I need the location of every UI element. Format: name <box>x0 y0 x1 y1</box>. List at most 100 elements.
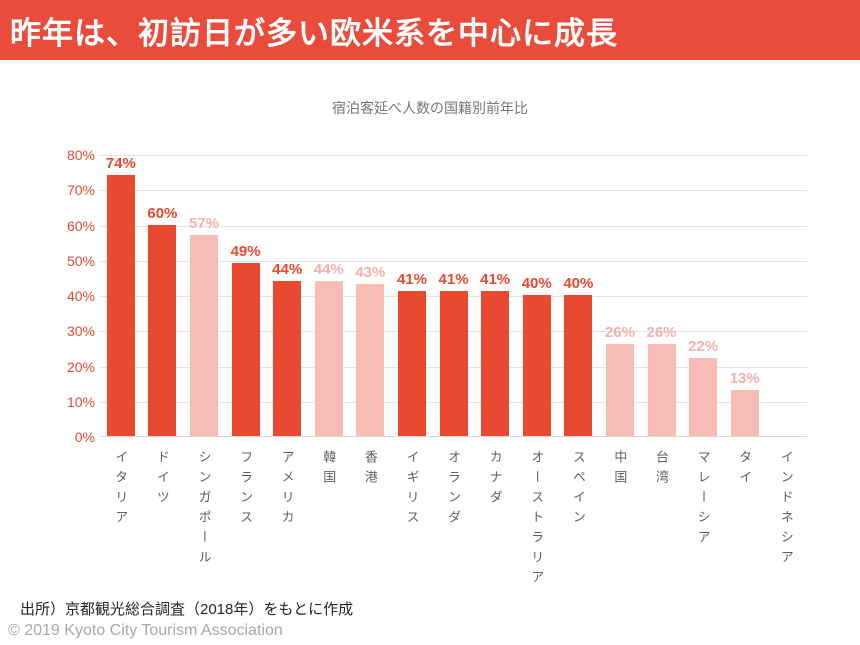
y-tick-label: 60% <box>66 217 95 234</box>
bar-value-label: 43% <box>355 264 386 282</box>
gridline <box>100 225 807 227</box>
bar-value-label: 22% <box>688 338 719 356</box>
bar <box>522 295 551 436</box>
x-label-cell: イタリア <box>100 450 142 590</box>
bar <box>647 344 676 436</box>
bar-category: 74% <box>100 155 142 436</box>
bar-value-label: 74% <box>105 155 136 173</box>
bar-value-label: 44% <box>272 260 303 278</box>
category-label: カナダ <box>487 450 503 510</box>
category-label: マレーシア <box>695 450 711 550</box>
bar <box>439 291 468 436</box>
bar-category: 22% <box>682 155 724 436</box>
y-tick-label: 10% <box>66 393 95 410</box>
bar <box>189 235 218 436</box>
bar-category: 41% <box>433 155 475 436</box>
x-label-cell: 韓国 <box>308 450 350 590</box>
x-label-cell: インドネシア <box>766 450 808 590</box>
bar <box>689 358 718 436</box>
bar-category: 26% <box>641 155 683 436</box>
category-label: 韓国 <box>321 450 337 490</box>
x-axis-labels: イタリア ドイツ シンガポール フランス アメリカ 韓国 香港 イギリス オランダ カナダ オースト… <box>100 450 807 590</box>
y-tick-label: 50% <box>66 252 95 269</box>
y-tick-label: 40% <box>66 288 95 304</box>
bar <box>356 284 385 436</box>
bar-value-label: 60% <box>147 204 178 222</box>
bar-category: 40% <box>558 155 600 436</box>
bar-value-label: 49% <box>230 243 261 261</box>
source-note: 出所）京都観光総合調査（2018年）をもとに作成 <box>20 601 354 618</box>
x-label-cell: アメリカ <box>266 450 308 590</box>
category-label: ドイツ <box>154 450 170 510</box>
category-label: オーストラリア <box>529 450 545 590</box>
bar-value-label: 40% <box>521 275 552 292</box>
bar-category: 13% <box>724 155 766 436</box>
y-axis: 80% 70% 60% 50% 40% 30% 20% 10% 0% <box>40 147 95 445</box>
bar-category: 26% <box>599 155 641 436</box>
bar-value-label: 41% <box>480 271 511 289</box>
x-label-cell: オランダ <box>433 450 475 590</box>
bar <box>564 295 593 436</box>
gridline <box>100 190 807 192</box>
y-tick-label: 30% <box>66 323 95 340</box>
bar <box>605 344 634 436</box>
bar <box>273 280 302 436</box>
bar-value-label: 26% <box>604 324 635 342</box>
category-label: 台湾 <box>654 450 670 490</box>
category-label: シンガポール <box>196 450 212 570</box>
category-label: イタリア <box>113 450 129 530</box>
bar-category: 43% <box>350 155 392 436</box>
bar-value-label: 57% <box>188 215 219 233</box>
category-label: 中国 <box>612 450 628 490</box>
x-label-cell: イギリス <box>391 450 433 590</box>
bar-value-label: 41% <box>396 271 427 289</box>
x-label-cell: 香港 <box>350 450 392 590</box>
category-label: アメリカ <box>279 450 295 530</box>
bar-category: 60% <box>142 155 184 436</box>
bar <box>231 263 260 436</box>
bar-category: 44% <box>308 155 350 436</box>
y-tick-label: 70% <box>66 182 95 199</box>
title-banner: 昨年は、初訪日が多い欧米系を中心に成長 <box>0 0 860 60</box>
bar <box>314 280 343 436</box>
category-label: スペイン <box>570 450 586 530</box>
gridline <box>100 155 807 156</box>
bar-category: 40% <box>516 155 558 436</box>
chart-title: 宿泊客延べ人数の国籍別前年比 <box>332 100 528 116</box>
category-label: 香港 <box>362 450 378 490</box>
bar-category: 57% <box>183 155 225 436</box>
bar-value-label: 26% <box>646 324 677 342</box>
bar-value-label: 40% <box>563 275 594 292</box>
slide-title: 昨年は、初訪日が多い欧米系を中心に成長 <box>10 15 618 51</box>
bar-category: 49% <box>225 155 267 436</box>
category-label: タイ <box>737 450 753 490</box>
copyright-notice: © 2019 Kyoto City Tourism Association <box>8 622 283 639</box>
category-label: イギリス <box>404 450 420 530</box>
x-label-cell: タイ <box>724 450 766 590</box>
y-tick-label: 0% <box>74 429 95 445</box>
bar <box>148 224 177 436</box>
y-tick-label: 20% <box>66 358 95 375</box>
category-label: フランス <box>238 450 254 530</box>
x-label-cell: オーストラリア <box>516 450 558 590</box>
x-label-cell: 台湾 <box>641 450 683 590</box>
bar-value-label: 13% <box>729 370 760 388</box>
bar-category: 41% <box>474 155 516 436</box>
bar-value-label: 41% <box>438 271 469 289</box>
x-label-cell: シンガポール <box>183 450 225 590</box>
category-label: インドネシア <box>778 450 794 570</box>
x-label-cell: マレーシア <box>682 450 724 590</box>
bar <box>106 175 135 436</box>
x-label-cell: スペイン <box>558 450 600 590</box>
bar <box>730 390 759 436</box>
bar-value-label: 44% <box>313 260 344 278</box>
x-label-cell: 中国 <box>599 450 641 590</box>
gridline <box>100 260 807 262</box>
bar-category <box>766 155 808 436</box>
x-label-cell: フランス <box>225 450 267 590</box>
x-label-cell: カナダ <box>474 450 516 590</box>
bars-row: 74% 60% 57% 49% 44% 44% 43% 41% 41% 41% 40% 40% 26% 2… <box>100 155 807 436</box>
plot-area: 74% 60% 57% 49% 44% 44% 43% 41% 41% 41% 40% 40% 26% 2… <box>100 155 807 437</box>
x-label-cell: ドイツ <box>142 450 184 590</box>
